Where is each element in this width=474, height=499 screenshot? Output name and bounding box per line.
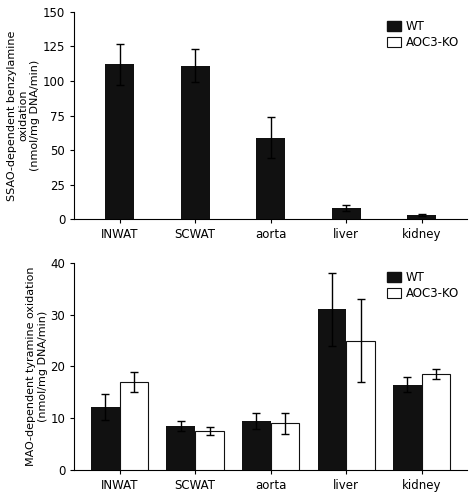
Bar xyxy=(407,215,436,219)
Bar xyxy=(256,138,285,219)
Legend: WT, AOC3-KO: WT, AOC3-KO xyxy=(384,269,461,302)
Bar xyxy=(318,309,346,470)
Bar xyxy=(393,385,422,470)
Y-axis label: SSAO-dependent benzylamine
oxidation
(nmol/mg DNA/min): SSAO-dependent benzylamine oxidation (nm… xyxy=(7,30,40,201)
Bar xyxy=(242,421,271,470)
Legend: WT, AOC3-KO: WT, AOC3-KO xyxy=(384,18,461,51)
Bar xyxy=(166,426,195,470)
Bar xyxy=(332,208,361,219)
Bar xyxy=(422,374,450,470)
Bar xyxy=(119,382,148,470)
Bar xyxy=(346,340,375,470)
Bar xyxy=(271,424,300,470)
Y-axis label: MAO-dependent tyramine oxidation
(nmol/mg DNA/min): MAO-dependent tyramine oxidation (nmol/m… xyxy=(26,266,48,466)
Bar xyxy=(91,407,119,470)
Bar xyxy=(105,64,134,219)
Bar xyxy=(195,431,224,470)
Bar xyxy=(181,66,210,219)
